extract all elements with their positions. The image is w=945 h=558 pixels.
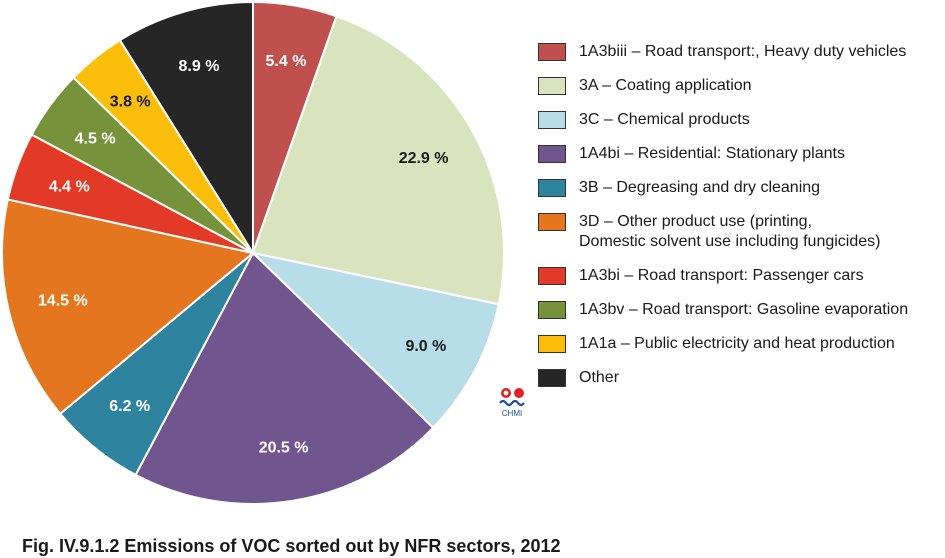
legend-item: 1A3bi – Road transport: Passenger cars bbox=[538, 266, 864, 286]
slice-value-label: 20.5 % bbox=[259, 439, 309, 456]
legend-swatch bbox=[538, 301, 566, 319]
legend-swatch bbox=[538, 179, 566, 197]
legend-label: 1A1a – Public electricity and heat produ… bbox=[579, 335, 895, 352]
legend-item: 1A3bv – Road transport: Gasoline evapora… bbox=[538, 300, 908, 320]
chmi-logo-mark bbox=[499, 388, 525, 407]
legend-label: 3A – Coating application bbox=[579, 77, 752, 94]
slice-value-label: 22.9 % bbox=[399, 150, 449, 167]
figure-caption: Fig. IV.9.1.2 Emissions of VOC sorted ou… bbox=[22, 536, 561, 556]
pie-slice bbox=[249, 251, 500, 430]
legend-item: 3C – Chemical products bbox=[538, 110, 750, 130]
legend-swatch bbox=[538, 111, 566, 129]
legend-label: 3B – Degreasing and dry cleaning bbox=[579, 179, 821, 196]
slice-value-label: 3.8 % bbox=[110, 94, 151, 111]
legend-item: 3B – Degreasing and dry cleaning bbox=[538, 178, 820, 198]
slice-value-label: 8.9 % bbox=[179, 58, 220, 75]
legend-swatch bbox=[538, 145, 566, 163]
pie-slice bbox=[251, 15, 506, 306]
legend-item: Other bbox=[538, 368, 619, 388]
legend-swatch bbox=[538, 267, 566, 285]
pie-slice bbox=[1, 198, 256, 416]
legend-label: 1A3biii – Road transport:, Heavy duty ve… bbox=[579, 43, 907, 60]
legend-item: 1A4bi – Residential: Stationary plants bbox=[538, 144, 845, 164]
legend-item: 1A3biii – Road transport:, Heavy duty ve… bbox=[538, 42, 906, 62]
legend-swatch bbox=[538, 369, 566, 387]
legend-swatch bbox=[538, 77, 566, 95]
legend-label: 3C – Chemical products bbox=[579, 111, 750, 128]
legend-swatch bbox=[538, 213, 566, 231]
legend-label: Other bbox=[579, 369, 620, 386]
pie-chart: 5.4 % 22.9 % 9.0 % 20.5 % 6.2 % 14.5 % 4.4 % 4.… bbox=[1, 0, 506, 505]
slice-value-label: 14.5 % bbox=[38, 293, 88, 310]
legend-label: 1A3bv – Road transport: Gasoline evapora… bbox=[579, 301, 909, 318]
slice-value-label: 9.0 % bbox=[405, 338, 446, 355]
slice-value-label: 4.4 % bbox=[49, 178, 90, 195]
legend-item: 1A1a – Public electricity and heat produ… bbox=[538, 334, 895, 354]
legend-label: 1A3bi – Road transport: Passenger cars bbox=[579, 267, 864, 284]
legend-item: 3D – Other product use (printing, Domest… bbox=[538, 212, 880, 252]
pie-slice bbox=[134, 251, 435, 505]
legend-swatch bbox=[538, 335, 566, 353]
pie-slice bbox=[118, 0, 254, 257]
chmi-logo: CHMI bbox=[497, 386, 527, 422]
slice-value-label: 5.4 % bbox=[266, 53, 307, 70]
slice-value-label: 6.2 % bbox=[109, 398, 150, 415]
slice-value-label: 4.5 % bbox=[75, 130, 116, 147]
legend-label: 3D – Other product use (printing, Domest… bbox=[579, 213, 881, 250]
legend-swatch bbox=[538, 43, 566, 61]
chmi-logo-text: CHMI bbox=[501, 409, 523, 418]
legend-item: 3A – Coating application bbox=[538, 76, 752, 96]
legend-label: 1A4bi – Residential: Stationary plants bbox=[579, 145, 845, 162]
